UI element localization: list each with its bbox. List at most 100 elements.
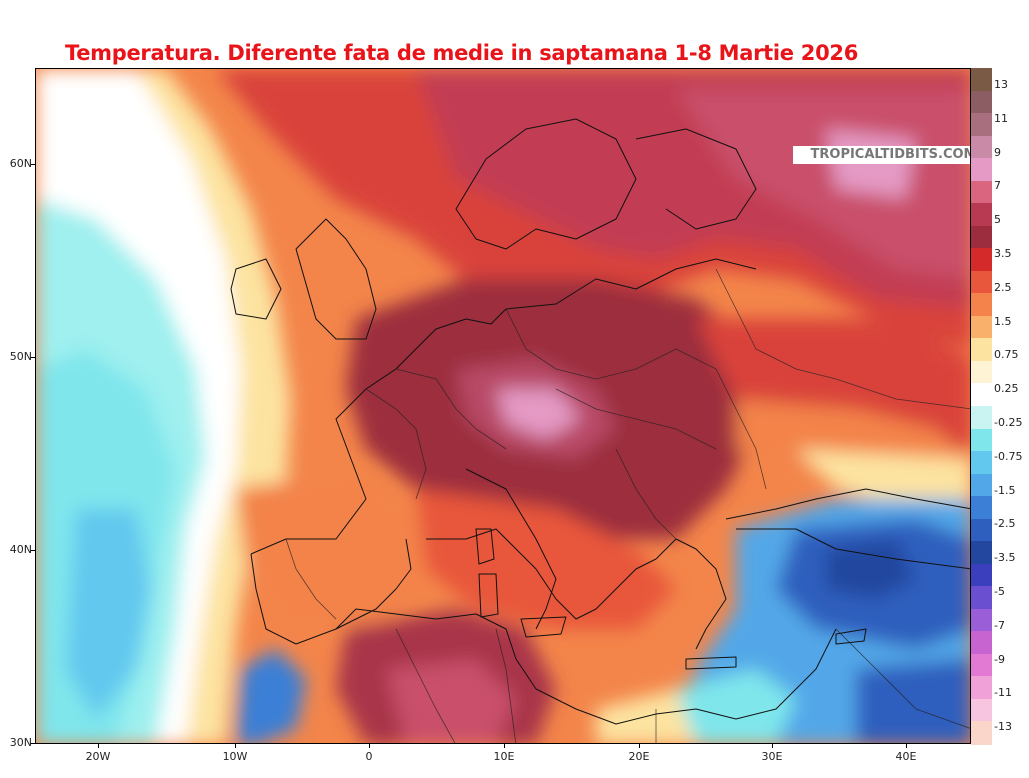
crete-outline [685,656,737,670]
libya-neutral-zone [596,689,696,743]
tropicaltidbits-credit: TROPICALTIDBITS.COM [793,146,970,164]
colorbar-label: -9 [994,652,1005,666]
colorbar-segment [971,406,992,430]
colorbar-segment [971,518,992,542]
lon-label-20w: 20W [85,750,111,763]
lon-label-20e: 20E [628,750,650,763]
colorbar-label: -13 [994,720,1012,734]
colorbar-label: -7 [994,618,1005,632]
anomaly-shading [36,69,970,743]
border-benelux-germany [395,368,507,450]
border-balkans [615,448,677,540]
lon-label-0: 0 [365,750,373,763]
colorbar-segment [971,631,992,655]
colorbar-segment [971,315,992,339]
colorbar-segment [971,541,992,565]
middle-east-cold-zone [856,659,970,743]
turkey-north-neutral [796,449,970,509]
russia-warm-zone [676,89,970,279]
turkey-cold-center [826,539,916,599]
border-algeria-tunisia [495,628,517,743]
ireland-outline [230,258,282,320]
colorbar-label: -5 [994,584,1005,598]
colorbar-segment [971,203,992,227]
colorbar-segment [971,496,992,520]
colorbar-label: 0.25 [994,382,1019,396]
colorbar-segment [971,563,992,587]
lon-label-30e: 30E [761,750,783,763]
country-borders [285,268,970,743]
colorbar-segment [971,360,992,385]
colorbar-label: -11 [994,686,1012,700]
border-algeria-morocco [395,628,456,743]
north-africa-coastline [335,608,837,725]
lat-label-40n: 40N [9,543,32,556]
black-sea-coast [725,488,970,520]
turkey-coastline [736,528,970,570]
lon-label-10w: 10W [222,750,248,763]
colorbar-label: -3.5 [994,551,1016,565]
colorbar-label: -2.5 [994,517,1016,531]
map-title: Temperatura. Diferente fata de medie in … [65,41,859,65]
egypt-cool-zone [676,669,796,743]
colorbar-segment [971,270,992,294]
iberia-warm-zone [236,469,426,629]
colorbar-segment [971,721,992,745]
colorbar-segment [971,293,992,317]
colorbar-label: 13 [994,77,1008,91]
scandinavia-outline [455,118,637,250]
atlantic-cold-core [66,509,151,719]
colorbar-segment [971,451,992,475]
anomaly-map: TROPICALTIDBITS.COM [35,68,971,744]
border-spain-portugal [285,538,337,620]
colorbar-segment [971,180,992,204]
colorbar-segment [971,676,992,700]
colorbar-segment [971,653,992,677]
eastern-europe-warm-zone [696,319,970,449]
border-ukraine-west [675,348,767,490]
alps-hot-spot [496,389,581,439]
colorbar-segment [971,135,992,159]
colorbar-label: 7 [994,179,1001,193]
italy-peninsula [465,468,557,630]
finland-outline [635,128,757,230]
colorbar-label: 5 [994,213,1001,227]
sardinia-outline [478,573,499,618]
morocco-cold-zone [236,649,306,743]
border-germany-poland [505,308,677,380]
colorbar-label: 11 [994,111,1008,125]
coastlines [230,118,970,725]
europe-coastline [250,258,757,555]
border-central-east [555,388,717,450]
border-belarus-russia [715,268,970,410]
lat-tick-40n [30,550,35,551]
colorbar-segment [971,383,992,407]
lat-label-60n: 60N [9,157,32,170]
map-canvas [36,69,970,743]
lat-tick-60n [30,164,35,165]
lon-tick-10e [504,744,505,748]
lat-label-30n: 30N [9,736,32,749]
colorbar-label: 9 [994,145,1001,159]
lon-label-10e: 10E [493,750,515,763]
colorbar-segment [971,225,992,249]
lon-tick-40e [906,744,907,748]
cyprus-outline [835,628,867,645]
colorbar-label: 3.5 [994,246,1012,260]
lon-tick-30e [772,744,773,748]
north-africa-hot-zone [386,659,516,743]
border-middle-east [835,628,970,729]
lon-label-40e: 40E [895,750,917,763]
colorbar-segment [971,158,992,182]
colorbar-segment [971,338,992,362]
lon-tick-0 [369,744,370,748]
anomaly-colorbar [971,68,992,745]
lat-tick-30n [30,743,35,744]
colorbar-segment [971,90,992,114]
colorbar-segment [971,68,992,92]
corsica-outline [475,528,495,565]
colorbar-label: 1.5 [994,314,1012,328]
sicily-outline [520,616,567,638]
colorbar-segment [971,113,992,137]
italy-coastline [426,528,657,620]
